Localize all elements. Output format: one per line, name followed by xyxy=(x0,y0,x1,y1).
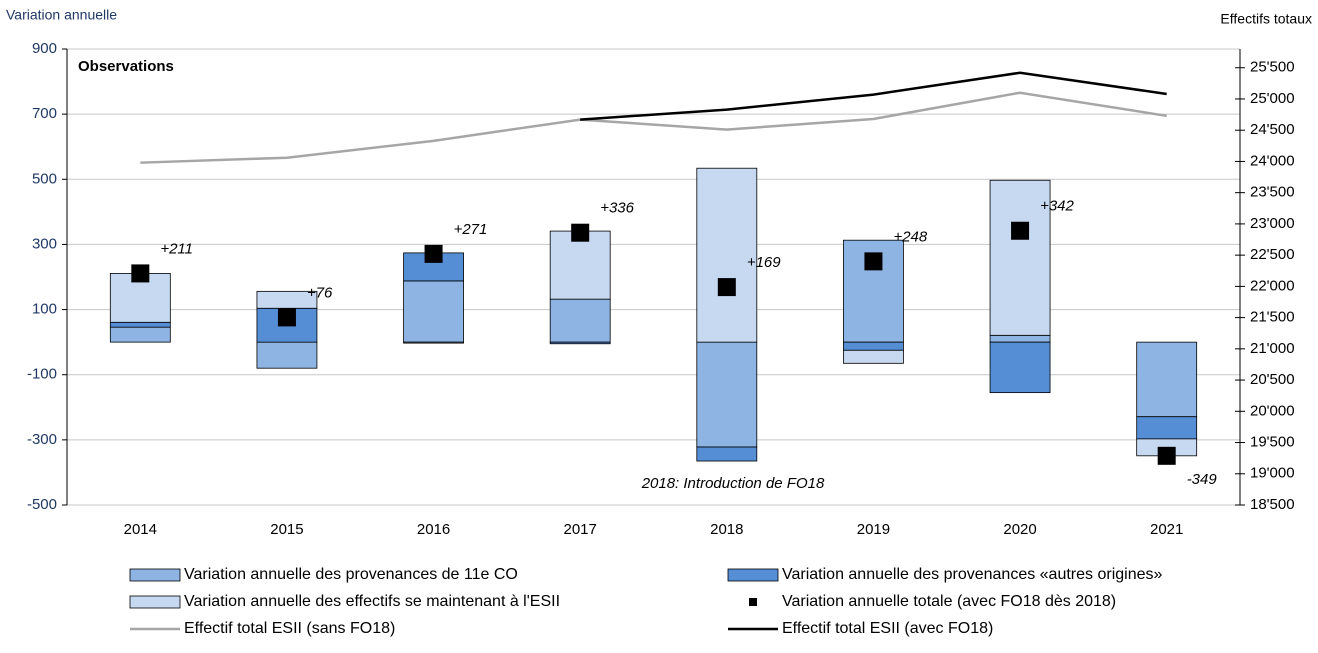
y-tick-label: 500 xyxy=(32,170,57,187)
x-tick-label: 2015 xyxy=(270,521,303,538)
legend-label: Variation annuelle des effectifs se main… xyxy=(184,593,560,610)
x-tick-label: 2019 xyxy=(857,521,890,538)
bar-segment xyxy=(403,341,464,344)
legend-label: Effectif total ESII (avec FO18) xyxy=(782,620,993,637)
y2-tick-label: 21'500 xyxy=(1250,309,1295,326)
y2-tick-label: 21'000 xyxy=(1250,340,1295,357)
legend-label: Effectif total ESII (sans FO18) xyxy=(184,620,395,637)
data-label: +336 xyxy=(600,200,634,217)
bar-segment xyxy=(1136,341,1198,418)
marker xyxy=(424,244,443,263)
y2-tick-label: 23'500 xyxy=(1250,184,1295,201)
data-label: +211 xyxy=(160,240,193,257)
y-axis-label: Variation annuelle xyxy=(6,7,117,23)
y2-tick-label: 19'000 xyxy=(1250,465,1295,482)
annotation-box xyxy=(620,470,846,496)
bar-segment xyxy=(403,280,464,343)
data-label: +342 xyxy=(1040,198,1074,215)
y2-tick-label: 22'000 xyxy=(1250,277,1295,294)
y-tick-label: 300 xyxy=(32,235,57,252)
line xyxy=(140,91,1167,164)
legend-swatch xyxy=(129,595,181,609)
bar-segment xyxy=(256,341,318,369)
marker xyxy=(717,278,736,297)
bar-segment xyxy=(843,349,904,364)
x-tick-label: 2021 xyxy=(1150,521,1183,538)
bar-segment xyxy=(109,326,171,343)
data-label: +248 xyxy=(893,228,927,245)
y2-tick-label: 19'500 xyxy=(1250,434,1295,451)
bar-segment xyxy=(549,298,611,343)
legend-swatch xyxy=(727,568,779,582)
x-tick-label: 2018 xyxy=(710,521,743,538)
y2-tick-label: 25'000 xyxy=(1250,90,1295,107)
annotation: 2018: Introduction de FO18 xyxy=(641,475,825,492)
y2-tick-label: 18'500 xyxy=(1250,496,1295,513)
data-label: +169 xyxy=(747,254,781,271)
x-tick-label: 2017 xyxy=(564,521,597,538)
y2-axis-label: Effectifs totaux xyxy=(1220,11,1312,27)
data-label: -349 xyxy=(1187,471,1218,488)
marker xyxy=(1157,446,1176,465)
y-tick-label: -500 xyxy=(27,496,57,513)
y2-tick-label: 20'000 xyxy=(1250,402,1295,419)
bar-segment xyxy=(696,167,758,343)
marker xyxy=(277,308,296,327)
y2-tick-label: 24'000 xyxy=(1250,152,1295,169)
line xyxy=(580,71,1167,121)
data-label: +76 xyxy=(307,284,333,301)
legend-swatch xyxy=(129,568,181,582)
data-label: +271 xyxy=(454,221,488,238)
bar-segment xyxy=(549,341,611,345)
x-tick-label: 2020 xyxy=(1003,521,1036,538)
bar-segment xyxy=(843,341,904,351)
marker xyxy=(1011,221,1030,240)
y-tick-label: 900 xyxy=(32,40,57,57)
legend-swatch xyxy=(749,598,757,606)
legend-label: Variation annuelle des provenances «autr… xyxy=(782,566,1163,583)
bar-segment xyxy=(696,341,758,448)
y2-tick-label: 23'000 xyxy=(1250,215,1295,232)
bar-segment xyxy=(109,321,171,328)
legend-label: Variation annuelle totale (avec FO18 dès… xyxy=(782,593,1116,610)
bar-segment xyxy=(256,290,318,309)
annotation: Observations xyxy=(78,58,174,75)
x-tick-label: 2014 xyxy=(124,521,157,538)
y2-tick-label: 20'500 xyxy=(1250,371,1295,388)
y-tick-label: -100 xyxy=(27,366,57,383)
y2-tick-label: 24'500 xyxy=(1250,121,1295,138)
y-tick-label: 100 xyxy=(32,301,57,318)
marker xyxy=(864,252,883,271)
bar-segment xyxy=(989,341,1051,394)
y-tick-label: 700 xyxy=(32,105,57,122)
x-tick-label: 2016 xyxy=(417,521,450,538)
marker xyxy=(571,223,590,242)
marker xyxy=(131,264,150,283)
bar-segment xyxy=(989,179,1051,336)
bar-segment xyxy=(696,446,758,462)
bar-segment xyxy=(1136,416,1198,440)
y2-tick-label: 25'500 xyxy=(1250,59,1295,76)
y-tick-label: -300 xyxy=(27,431,57,448)
bar-segment xyxy=(989,334,1051,343)
legend-label: Variation annuelle des provenances de 11… xyxy=(184,566,518,583)
y2-tick-label: 22'500 xyxy=(1250,246,1295,263)
